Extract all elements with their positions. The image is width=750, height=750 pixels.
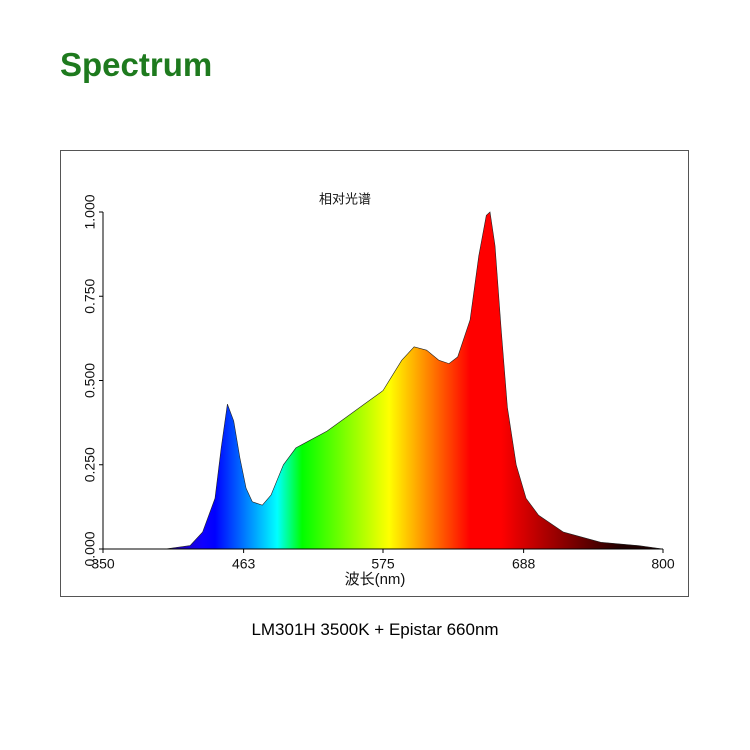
page-heading: Spectrum: [60, 46, 213, 83]
x-axis-label: 波长(nm): [345, 571, 406, 588]
x-tick-label: 800: [651, 556, 675, 572]
chart-title: 相对光谱: [319, 191, 371, 206]
y-tick-label: 0.750: [82, 279, 98, 314]
y-tick-label: 1.000: [82, 194, 98, 229]
y-tick-label: 0.000: [82, 531, 98, 566]
y-tick-label: 0.500: [82, 363, 98, 398]
caption: LM301H 3500K + Epistar 660nm: [251, 620, 499, 639]
x-tick-label: 688: [512, 556, 536, 572]
x-tick-label: 575: [371, 556, 395, 572]
x-tick-label: 463: [232, 556, 256, 572]
spectrum-area: [103, 211, 664, 550]
y-tick-label: 0.250: [82, 447, 98, 482]
x-tick-label: 350: [91, 556, 115, 572]
